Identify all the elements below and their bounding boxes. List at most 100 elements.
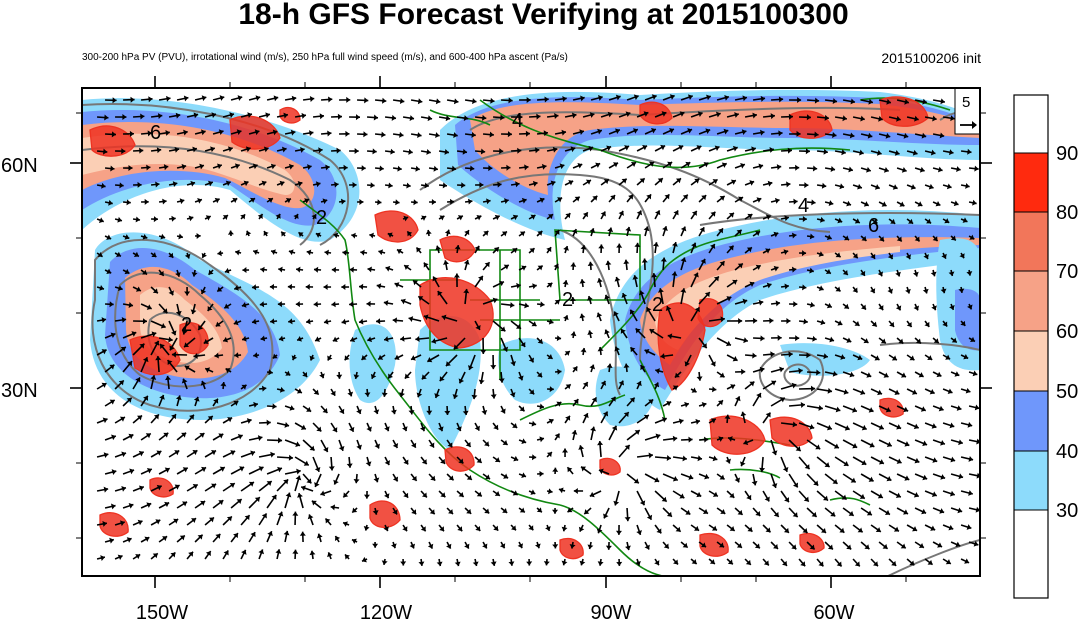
wind-vector-head xyxy=(381,560,388,565)
wind-vector-head xyxy=(463,260,470,265)
wind-vector-head xyxy=(924,321,930,327)
wind-vector-head xyxy=(173,518,179,524)
pv-label-2-east: 2 xyxy=(652,294,663,316)
wind-vector-head xyxy=(814,131,819,138)
wind-vector-head xyxy=(880,338,886,344)
wind-vector-head xyxy=(415,165,420,172)
wind-vector-head xyxy=(418,296,424,302)
wind-vector-head xyxy=(653,242,659,247)
wind-vector-head xyxy=(796,130,801,137)
wind-vector-head xyxy=(892,184,898,190)
wind-vector-head xyxy=(953,200,959,207)
wind-vector-head xyxy=(728,245,734,251)
wind-vector-head xyxy=(973,540,979,547)
wind-vector-head xyxy=(718,228,723,234)
wind-vector-head xyxy=(137,181,142,188)
wind-vector-head xyxy=(458,491,464,497)
wind-vector-head xyxy=(749,381,755,387)
wind-vector-head xyxy=(297,181,303,187)
wind-vector-head xyxy=(720,316,725,323)
wind-vector-head xyxy=(217,250,222,257)
wind-vector-head xyxy=(408,148,413,155)
wind-vector-head xyxy=(423,314,429,321)
wind-vector-head xyxy=(446,543,452,549)
wind-vector-head xyxy=(595,162,601,168)
wind-vector-head xyxy=(142,318,147,325)
wind-vector-head xyxy=(217,163,222,170)
wind-vector-head xyxy=(852,443,858,449)
wind-vector-head xyxy=(536,113,541,120)
wind-vector-head xyxy=(755,231,760,237)
wind-vector-head xyxy=(718,542,724,548)
wind-vector-head xyxy=(299,531,306,536)
wind-vector-head xyxy=(539,470,544,477)
wind-vector-head xyxy=(112,97,117,104)
wind-vector-head xyxy=(820,216,825,223)
wind-vector-head xyxy=(440,492,446,498)
plot-subtitle: 300-200 hPa PV (PVU), irrotational wind … xyxy=(82,52,568,63)
wind-vector-head xyxy=(153,216,158,223)
wind-vector-head xyxy=(950,235,956,241)
wind-vector-head xyxy=(160,343,165,349)
wind-vector-head xyxy=(392,443,399,448)
wind-vector-head xyxy=(421,459,427,465)
wind-vector-head xyxy=(284,421,290,428)
wind-vector-head xyxy=(830,511,836,517)
wind-vector-head xyxy=(400,335,405,342)
wind-vector-head xyxy=(171,351,176,358)
wind-vector-head xyxy=(288,454,294,461)
wind-vector-head xyxy=(297,336,302,342)
wind-vector-head xyxy=(421,492,427,498)
wind-vector-head xyxy=(331,266,336,273)
wind-vector-head xyxy=(829,336,835,343)
wind-vector-head xyxy=(921,508,927,515)
wind-vector-head xyxy=(432,276,438,282)
wind-vector-head xyxy=(166,95,171,102)
wind-vector-head xyxy=(469,165,475,172)
wind-vector-head xyxy=(439,376,445,382)
wind-vector-head xyxy=(122,114,127,121)
wind-vector-head xyxy=(930,149,936,156)
wind-vector-head xyxy=(271,249,276,256)
wind-vector-head xyxy=(932,457,938,463)
wind-vector-head xyxy=(691,242,697,248)
wind-vector-head xyxy=(97,251,103,257)
wind-vector-head xyxy=(500,326,506,332)
wind-vector-head xyxy=(426,410,433,415)
wind-vector-head xyxy=(193,112,199,119)
wind-vector-head xyxy=(877,389,883,396)
wind-vector-head xyxy=(453,344,459,350)
wind-vector-head xyxy=(939,132,945,139)
wind-vector-head xyxy=(388,373,394,379)
wind-vector-head xyxy=(857,183,862,190)
wind-vector-head xyxy=(777,334,782,341)
wind-vector-head xyxy=(248,481,254,487)
wind-vector-head xyxy=(98,217,104,223)
wind-vector-head xyxy=(237,95,243,101)
wind-vector-head xyxy=(415,335,420,342)
wind-vector-head xyxy=(453,98,459,105)
pv-label-2-plains: 2 xyxy=(562,289,573,311)
wind-vector-head xyxy=(835,406,841,413)
wind-vector-head xyxy=(719,372,725,378)
wind-vector-head xyxy=(918,542,924,549)
wind-vector-head xyxy=(633,94,639,101)
wind-vector-head xyxy=(467,365,474,370)
wind-vector-head xyxy=(883,167,889,173)
wind-vector-head xyxy=(128,165,133,172)
wind-vector-head xyxy=(537,338,543,344)
wind-vector-head xyxy=(749,180,755,186)
wind-vector-head xyxy=(390,409,397,415)
wind-vector-head xyxy=(849,371,855,378)
wind-vector-head xyxy=(411,509,417,515)
wind-vector-head xyxy=(818,561,824,567)
wind-vector-head xyxy=(909,355,915,361)
wind-vector-head xyxy=(243,180,249,187)
wind-vector-head xyxy=(517,147,522,154)
wind-vector-head xyxy=(895,492,901,498)
wind-vector-head xyxy=(155,181,160,188)
wind-vector-head xyxy=(850,98,855,105)
init-time-label: 2015100206 init xyxy=(881,50,981,66)
wind-vector-head xyxy=(126,397,132,403)
